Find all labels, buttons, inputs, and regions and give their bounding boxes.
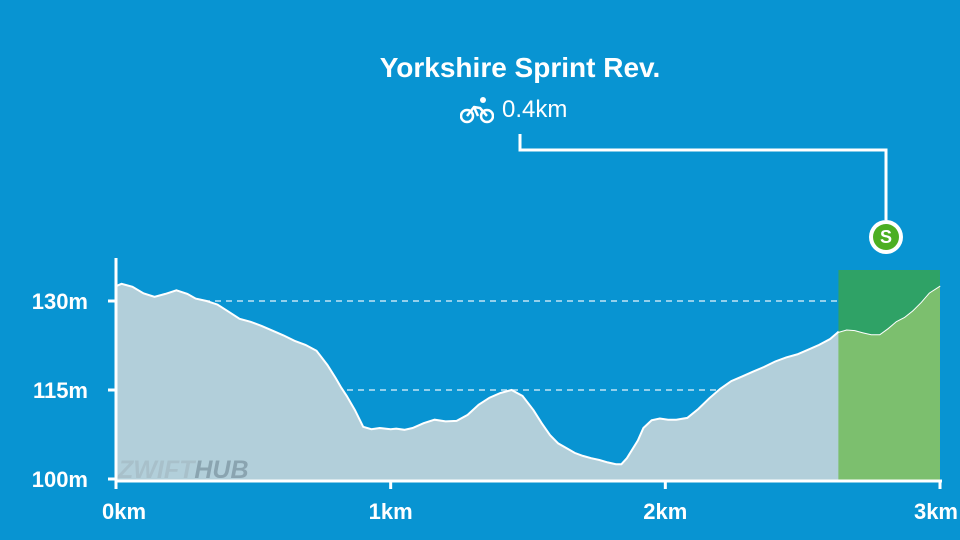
y-tick-label: 115m (33, 378, 88, 403)
segment-distance: 0.4km (502, 96, 568, 123)
segment-elevation-fill (838, 285, 940, 481)
x-tick-label: 3km (914, 499, 958, 524)
segment-connector-line (518, 134, 888, 220)
segment-badge: S (869, 220, 903, 254)
x-tick-label: 0km (102, 499, 146, 524)
watermark-logo: ZWIFTHUB (117, 456, 249, 484)
y-tick-label: 100m (32, 467, 88, 492)
segment-distance-row: 0.4km (460, 96, 567, 124)
segment-title: Yorkshire Sprint Rev. (379, 52, 661, 83)
bicycle-icon (460, 97, 494, 124)
elevation-profile-area (116, 283, 940, 481)
axes (114, 258, 942, 483)
y-tick-label: 130m (32, 289, 88, 314)
svg-text:S: S (880, 227, 892, 247)
x-tick-label: 1km (369, 499, 413, 524)
elevation-profile-line (115, 282, 941, 466)
x-tick-label: 2km (643, 499, 687, 524)
